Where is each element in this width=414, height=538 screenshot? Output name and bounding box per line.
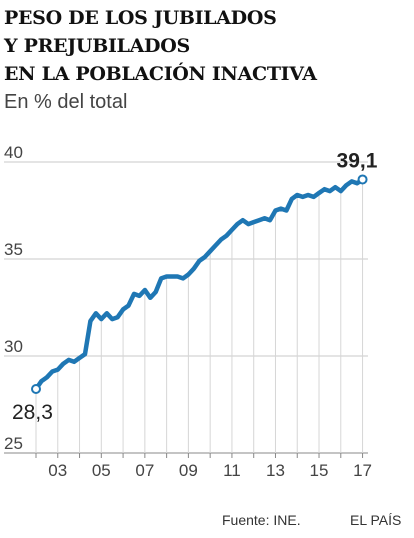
x-tick-label: 13 <box>266 461 285 480</box>
title-line-1: PESO DE LOS JUBILADOS <box>4 7 277 29</box>
chart-title: PESO DE LOS JUBILADOS Y PREJUBILADOS EN … <box>4 4 404 88</box>
x-tick-label: 03 <box>48 461 67 480</box>
brand-label: EL PAÍS <box>350 512 402 528</box>
end-value-label: 39,1 <box>337 149 378 172</box>
y-tick-label: 35 <box>4 240 23 259</box>
x-tick-label: 07 <box>135 461 154 480</box>
start-point <box>31 383 41 394</box>
x-tick-label: 17 <box>353 461 372 480</box>
x-tick-label: 15 <box>310 461 329 480</box>
x-tick-label: 09 <box>179 461 198 480</box>
y-tick-label: 25 <box>4 434 23 453</box>
title-line-3: EN LA POBLACIÓN INACTIVA <box>4 63 317 85</box>
source-note: Fuente: INE. <box>222 512 301 528</box>
end-point <box>357 174 368 185</box>
start-value-label: 28,3 <box>12 401 53 424</box>
y-tick-label: 30 <box>4 337 23 356</box>
x-tick-label: 11 <box>223 461 241 480</box>
x-tick-label: 05 <box>92 461 111 480</box>
y-tick-label: 40 <box>4 143 23 162</box>
data-series-line <box>33 177 365 392</box>
chart-subtitle: En % del total <box>4 91 128 113</box>
title-line-2: Y PREJUBILADOS <box>4 35 190 57</box>
